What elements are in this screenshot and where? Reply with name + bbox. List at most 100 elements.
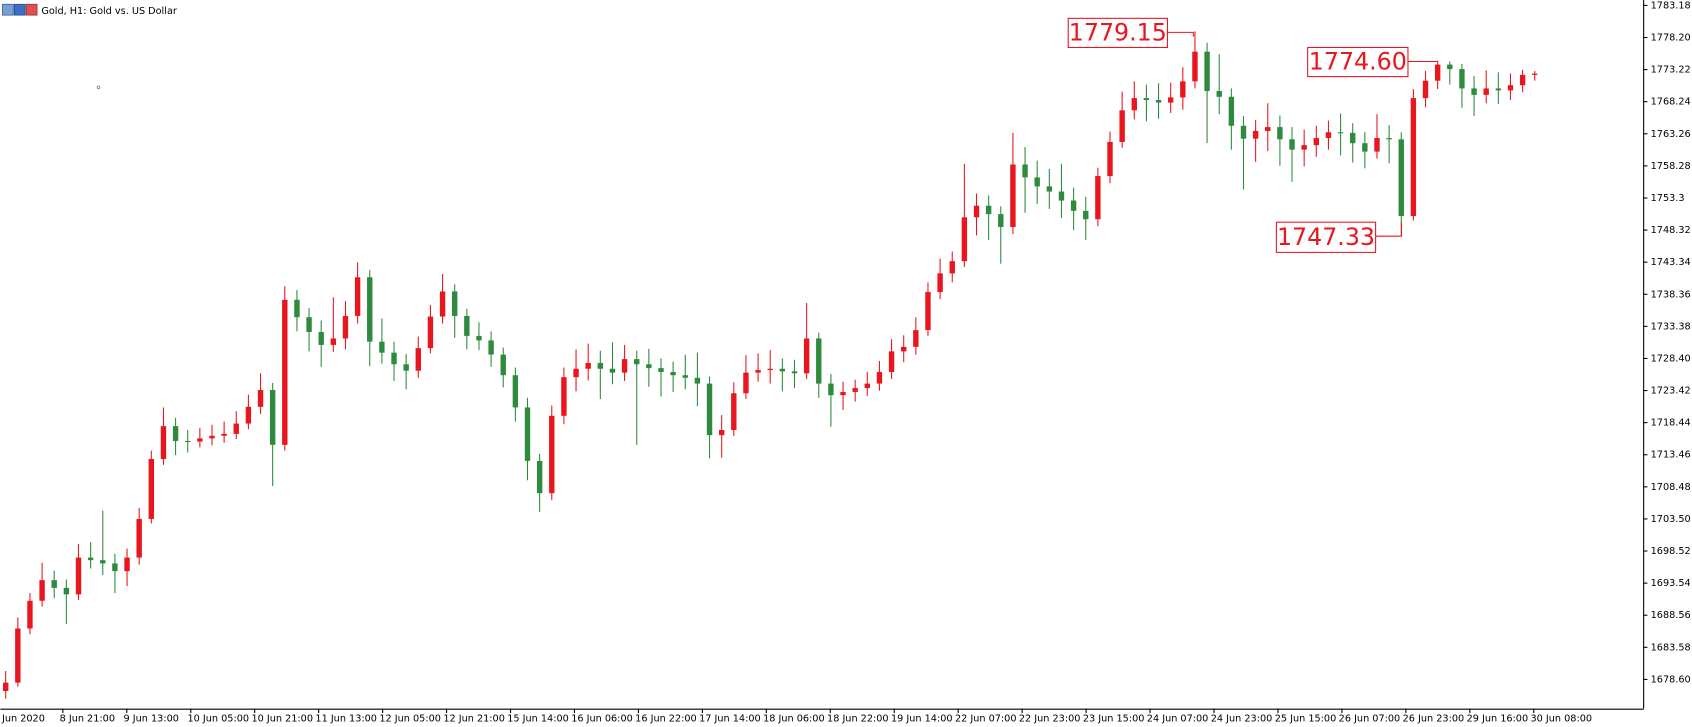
candle-body bbox=[1046, 186, 1053, 192]
candle-body bbox=[1010, 164, 1016, 227]
candle-body bbox=[803, 338, 810, 374]
x-tick-label: 9 Jun 13:00 bbox=[124, 713, 179, 724]
x-tick-label: 30 Jun 08:00 bbox=[1531, 713, 1593, 724]
candle-body bbox=[439, 291, 446, 317]
y-tick-label: 1713.46 bbox=[1651, 450, 1691, 461]
annotation-box bbox=[1307, 46, 1409, 78]
candle-body bbox=[391, 352, 397, 365]
x-tick-label: 26 Jun 23:00 bbox=[1403, 713, 1465, 724]
candle-body bbox=[87, 557, 94, 561]
candle-body bbox=[816, 338, 822, 384]
candle-body bbox=[1095, 176, 1101, 220]
annotation-label: 1779.15 bbox=[1069, 18, 1167, 46]
candle-body bbox=[779, 368, 786, 372]
candle-body bbox=[197, 438, 203, 442]
candle-body bbox=[937, 273, 943, 293]
candle-body bbox=[342, 315, 349, 339]
y-tick-label: 1778.20 bbox=[1651, 33, 1691, 44]
candle-body bbox=[961, 217, 968, 262]
candle-body bbox=[1507, 85, 1514, 91]
y-tick-label: 1783.18 bbox=[1651, 0, 1691, 11]
candle-body bbox=[573, 368, 579, 378]
x-tick-label: 22 Jun 07:00 bbox=[955, 713, 1017, 724]
candle-body bbox=[1519, 74, 1526, 86]
candle-body bbox=[1386, 138, 1392, 140]
candle-body bbox=[634, 359, 640, 365]
x-tick-label: 12 Jun 05:00 bbox=[379, 713, 441, 724]
candle-body bbox=[1398, 139, 1404, 217]
candle-body bbox=[1374, 138, 1380, 152]
candle-body bbox=[549, 415, 555, 494]
x-tick-label: 15 Jun 14:00 bbox=[507, 713, 569, 724]
candle-body bbox=[160, 426, 167, 459]
candle-body bbox=[1495, 88, 1502, 91]
candle-body bbox=[2, 682, 9, 692]
y-tick-label: 1698.52 bbox=[1651, 546, 1691, 557]
y-tick-label: 1688.56 bbox=[1651, 610, 1691, 621]
candle-body bbox=[354, 277, 361, 316]
candle-body bbox=[403, 364, 409, 371]
x-tick-label: 22 Jun 23:00 bbox=[1019, 713, 1081, 724]
candle-body bbox=[973, 205, 980, 218]
candle-body bbox=[233, 423, 239, 434]
candle-body bbox=[852, 388, 858, 392]
chart-title: Gold, H1: Gold vs. US Dollar bbox=[41, 6, 177, 17]
candle-body bbox=[1167, 97, 1174, 103]
candle-body bbox=[379, 341, 385, 353]
y-tick-label: 1683.58 bbox=[1651, 642, 1691, 653]
y-tick-label: 1758.28 bbox=[1651, 161, 1691, 172]
candle-body bbox=[1325, 132, 1332, 139]
candle-body bbox=[1143, 98, 1150, 101]
candle-body bbox=[888, 351, 895, 372]
candle-body bbox=[1058, 191, 1065, 201]
candle-body bbox=[464, 315, 470, 336]
candle-body bbox=[670, 371, 676, 376]
candle-body bbox=[1532, 73, 1538, 75]
x-tick-label: 16 Jun 06:00 bbox=[571, 713, 633, 724]
y-tick-label: 1723.42 bbox=[1651, 386, 1691, 397]
candle-body bbox=[743, 372, 749, 394]
y-tick-label: 1738.36 bbox=[1651, 289, 1691, 300]
y-tick-label: 1708.48 bbox=[1651, 482, 1691, 493]
candle-body bbox=[1434, 64, 1441, 81]
candle-body bbox=[1362, 143, 1368, 152]
candle-body bbox=[1155, 100, 1162, 103]
candle-body bbox=[840, 391, 846, 396]
candle-body bbox=[15, 628, 21, 683]
candle-body bbox=[1216, 90, 1222, 97]
x-tick-label: 11 Jun 13:00 bbox=[315, 713, 377, 724]
candle-body bbox=[1422, 80, 1429, 99]
candle-body bbox=[913, 330, 919, 347]
candle-body bbox=[1228, 96, 1235, 126]
candle-body bbox=[512, 375, 519, 408]
candle-body bbox=[731, 393, 737, 430]
candle-body bbox=[269, 390, 276, 445]
y-tick-label: 1773.22 bbox=[1651, 65, 1691, 76]
symbol-icons bbox=[2, 3, 38, 16]
y-tick-label: 1768.24 bbox=[1651, 97, 1691, 108]
x-tick-label: 17 Jun 14:00 bbox=[699, 713, 761, 724]
x-tick-label: 24 Jun 23:00 bbox=[1211, 713, 1273, 724]
candle-body bbox=[367, 277, 373, 342]
candle-body bbox=[1240, 125, 1247, 139]
candle-body bbox=[1119, 110, 1125, 142]
x-tick-label: 8 Jun 21:00 bbox=[60, 713, 115, 724]
x-tick-label: 19 Jun 14:00 bbox=[891, 713, 953, 724]
y-tick-label: 1753.3 bbox=[1651, 193, 1685, 204]
candle-body bbox=[1410, 98, 1417, 217]
candle-body bbox=[1204, 51, 1210, 91]
candle-body bbox=[1252, 130, 1259, 139]
x-tick-label: 23 Jun 15:00 bbox=[1083, 713, 1145, 724]
candle-body bbox=[51, 580, 57, 588]
candle-body bbox=[257, 390, 264, 407]
y-tick-label: 1763.26 bbox=[1651, 129, 1691, 140]
candle-body bbox=[1350, 132, 1356, 144]
candle-body bbox=[755, 370, 761, 373]
candle-body bbox=[646, 364, 652, 369]
candle-body bbox=[1192, 51, 1198, 82]
candle-body bbox=[949, 261, 955, 274]
candle-body bbox=[136, 518, 142, 558]
candle-body bbox=[1483, 88, 1489, 95]
candle-body bbox=[415, 348, 421, 371]
